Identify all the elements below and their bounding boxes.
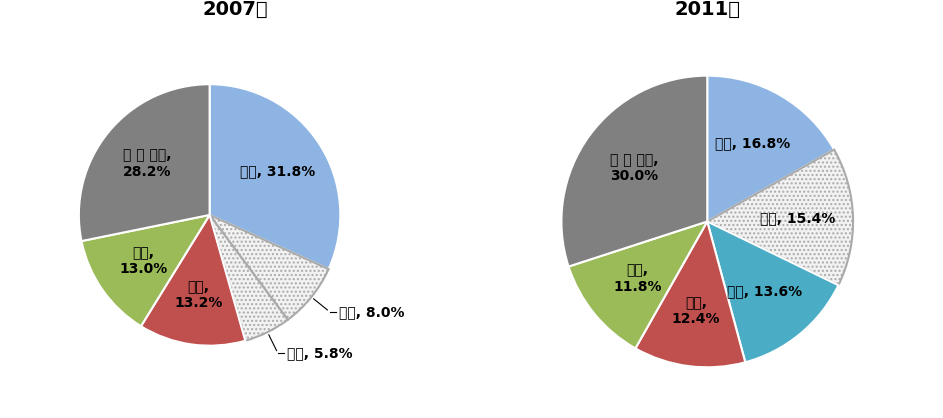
Wedge shape <box>707 76 835 222</box>
Text: 중국, 13.6%: 중국, 13.6% <box>727 284 802 298</box>
Text: 미국,
12.4%: 미국, 12.4% <box>671 296 720 326</box>
Wedge shape <box>209 215 328 320</box>
Text: 중국, 5.8%: 중국, 5.8% <box>287 346 353 360</box>
Text: 미국,
13.2%: 미국, 13.2% <box>174 280 223 310</box>
Wedge shape <box>561 76 707 267</box>
Text: 독일,
11.8%: 독일, 11.8% <box>613 264 661 294</box>
Text: 그 외 국가,
28.2%: 그 외 국가, 28.2% <box>123 148 171 179</box>
Text: 그 외 국가,
30.0%: 그 외 국가, 30.0% <box>610 153 658 184</box>
Title: 2007년: 2007년 <box>203 0 269 19</box>
Wedge shape <box>209 84 340 269</box>
Wedge shape <box>209 215 288 341</box>
Text: 한국, 8.0%: 한국, 8.0% <box>339 305 405 319</box>
Wedge shape <box>707 222 838 362</box>
Text: 일본, 16.8%: 일본, 16.8% <box>715 136 790 150</box>
Wedge shape <box>81 215 209 326</box>
Wedge shape <box>636 222 745 367</box>
Text: 한국, 15.4%: 한국, 15.4% <box>760 212 835 226</box>
Wedge shape <box>141 215 245 346</box>
Title: 2011년: 2011년 <box>674 0 740 19</box>
Text: 독일,
13.0%: 독일, 13.0% <box>119 246 167 276</box>
Wedge shape <box>569 222 707 348</box>
Text: 일본, 31.8%: 일본, 31.8% <box>240 164 315 178</box>
Wedge shape <box>707 150 853 285</box>
Wedge shape <box>79 84 209 241</box>
